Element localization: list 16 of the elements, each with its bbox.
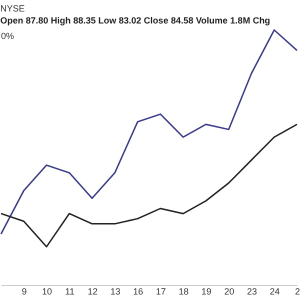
x-tick-label: 11 [65,286,74,296]
x-tick-label: 17 [156,286,166,296]
annotation: 0% [1,31,14,41]
x-tick-label: 2 [294,286,300,296]
x-tick-label: 10 [42,286,52,296]
x-tick-label: 24 [270,286,280,296]
x-tick-label: 16 [133,286,144,296]
x-tick-label: 23 [246,286,257,296]
x-tick-label: 19 [201,286,212,296]
x-tick-label: 9 [22,286,27,296]
x-tick-label: 13 [110,286,120,296]
x-tick-label: 20 [224,286,234,296]
chart-title: NYSE [0,3,25,14]
chart-subtitle: Open 87.80 High 88.35 Low 83.02 Close 84.58 Volume 1.8M Chg [0,15,270,26]
x-tick-label: 18 [178,286,189,296]
x-tick-label: 12 [88,286,98,296]
